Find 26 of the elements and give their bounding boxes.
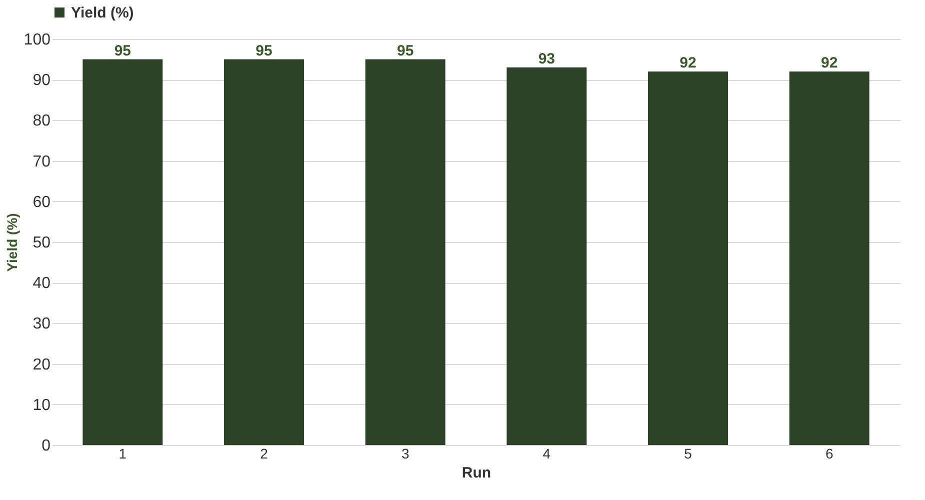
data-label: 95 (256, 42, 272, 60)
data-label: 92 (680, 54, 696, 72)
legend-label: Yield (%) (71, 4, 134, 22)
y-tick-label: 30 (32, 316, 51, 333)
y-tick-label: 10 (32, 396, 51, 414)
y-tick-label: 40 (32, 275, 51, 292)
data-label: 92 (820, 54, 838, 72)
x-tick-label: 5 (684, 446, 692, 462)
y-tick-label: 20 (32, 356, 51, 374)
x-tick-label: 6 (825, 446, 834, 462)
y-tick-label: 70 (32, 153, 51, 170)
x-tick-label: 2 (260, 446, 268, 462)
data-label: 93 (538, 50, 556, 68)
y-tick-label: 90 (32, 72, 51, 90)
y-tick-label: 60 (32, 194, 51, 211)
y-tick-label: 100 (24, 32, 51, 48)
y-tick-label: 50 (32, 234, 51, 252)
data-label: 95 (114, 42, 132, 60)
data-label: 95 (396, 42, 414, 60)
x-axis-title: Run (462, 464, 492, 482)
y-tick-label: 0 (42, 438, 51, 454)
x-tick-label: 4 (542, 446, 551, 462)
x-tick-label: 3 (401, 446, 410, 462)
y-axis-title: Yield (%) (4, 213, 20, 272)
x-tick-label: 1 (118, 446, 127, 462)
y-tick-label: 80 (32, 112, 51, 130)
